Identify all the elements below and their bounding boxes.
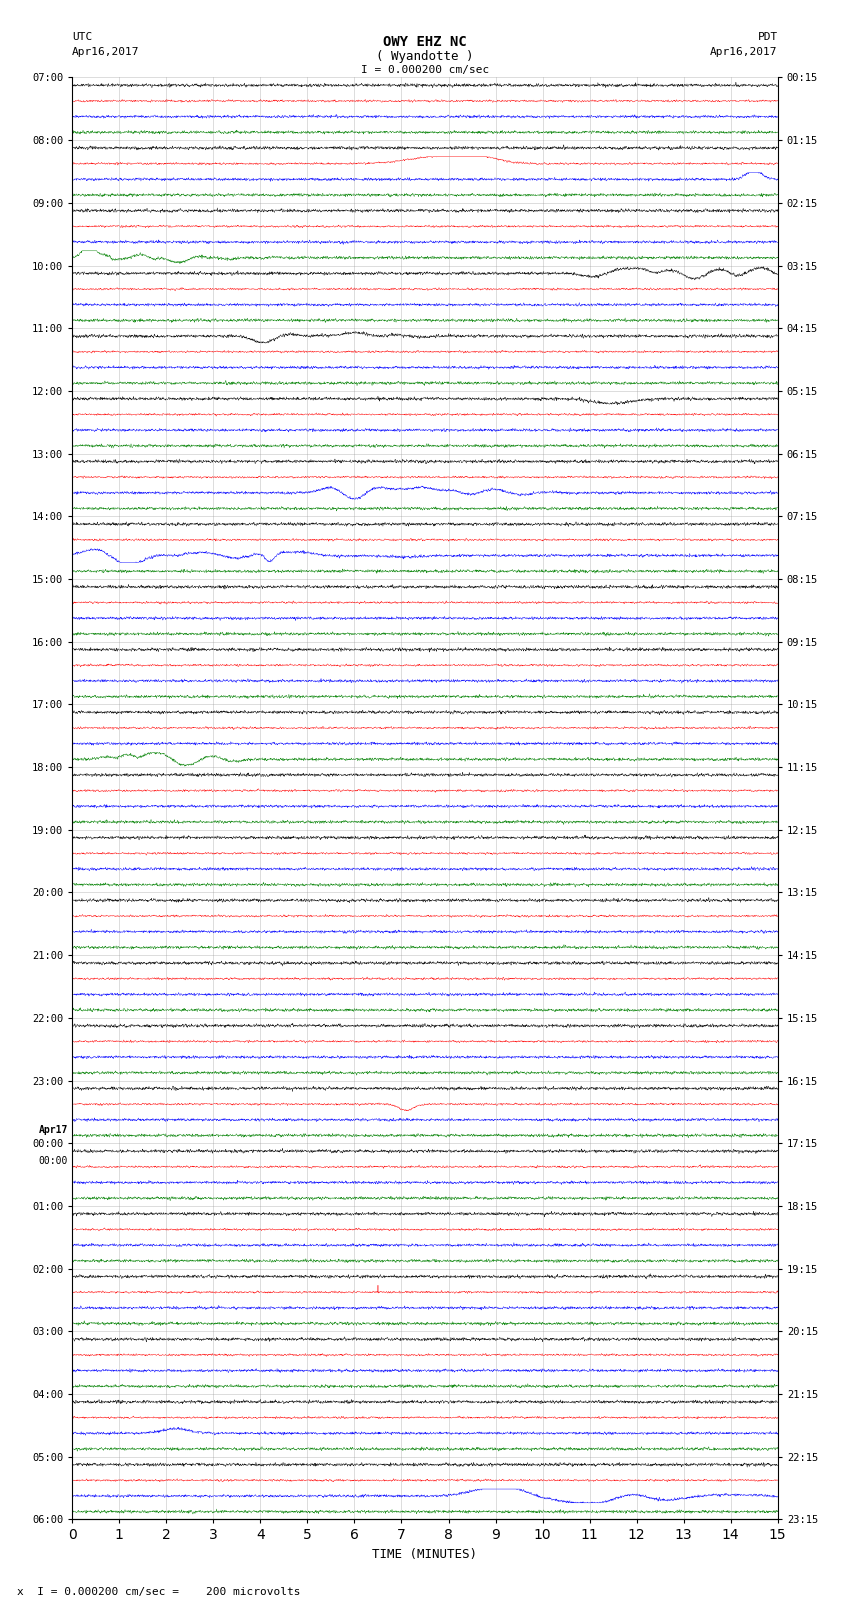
Text: 00:00: 00:00	[38, 1157, 68, 1166]
Text: Apr17: Apr17	[38, 1126, 68, 1136]
Text: Apr16,2017: Apr16,2017	[711, 47, 778, 56]
Text: UTC: UTC	[72, 32, 93, 42]
Text: OWY EHZ NC: OWY EHZ NC	[383, 35, 467, 50]
Text: PDT: PDT	[757, 32, 778, 42]
Text: I = 0.000200 cm/sec: I = 0.000200 cm/sec	[361, 65, 489, 74]
Text: x  I = 0.000200 cm/sec =    200 microvolts: x I = 0.000200 cm/sec = 200 microvolts	[17, 1587, 301, 1597]
Text: ( Wyandotte ): ( Wyandotte )	[377, 50, 473, 63]
Text: Apr16,2017: Apr16,2017	[72, 47, 139, 56]
X-axis label: TIME (MINUTES): TIME (MINUTES)	[372, 1548, 478, 1561]
